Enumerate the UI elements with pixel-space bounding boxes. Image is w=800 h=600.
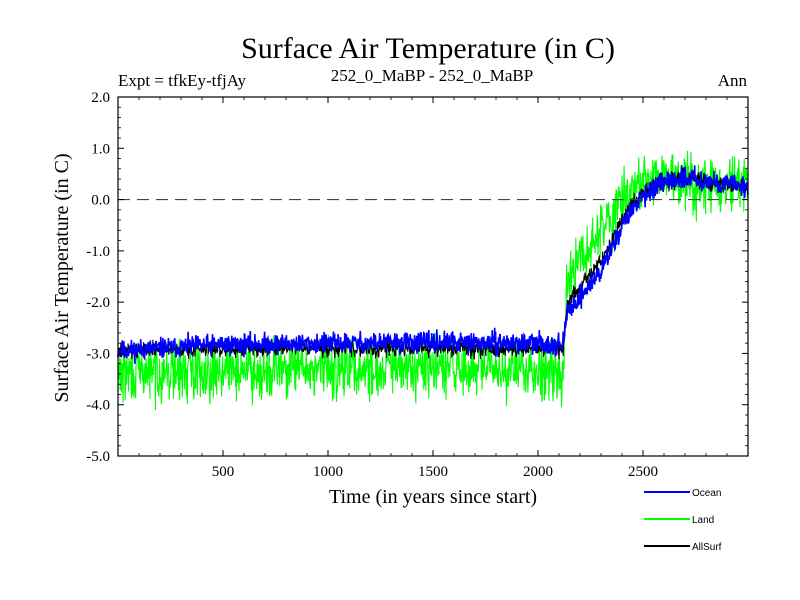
x-tick-label: 2500 (628, 464, 658, 480)
chart-title: Surface Air Temperature (in C) (241, 32, 615, 65)
x-tick-label: 2000 (523, 464, 553, 480)
ticks-layer: 500 1000 1500 2000 2500 -5.0 -4.0 -3.0 -2.0 -1.0 0… (86, 90, 748, 480)
y-tick-label: -2.0 (86, 295, 110, 311)
x-tick-label: 500 (212, 464, 235, 480)
plot-frame (117, 96, 749, 457)
y-tick-label: -5.0 (86, 449, 110, 465)
y-tick-label: 0.0 (91, 193, 110, 209)
legend-label-allsurf: AllSurf (692, 542, 722, 553)
legend: Ocean Land AllSurf (644, 488, 722, 553)
y-tick-label: -4.0 (86, 398, 110, 414)
expt-label: Expt = tfkEy-tfjAy (118, 71, 246, 90)
y-tick-label: -3.0 (86, 346, 110, 362)
series-layer (117, 150, 749, 411)
x-tick-label: 1000 (313, 464, 343, 480)
x-tick-label: 1500 (418, 464, 448, 480)
legend-label-ocean: Ocean (692, 488, 721, 499)
y-tick-label: -1.0 (86, 244, 110, 260)
series-line-ocean (117, 165, 749, 364)
y-tick-label: 1.0 (91, 141, 110, 157)
chart-subtitle: 252_0_MaBP - 252_0_MaBP (331, 66, 533, 85)
period-label: Ann (718, 71, 748, 90)
y-tick-label: 2.0 (91, 90, 110, 106)
legend-label-land: Land (692, 515, 714, 526)
y-axis-label: Surface Air Temperature (in C) (51, 153, 73, 402)
series-line-land (117, 150, 749, 411)
plot-area: 500 1000 1500 2000 2500 -5.0 -4.0 -3.0 -2.0 -1.0 0… (86, 90, 749, 480)
x-axis-label: Time (in years since start) (329, 486, 537, 508)
